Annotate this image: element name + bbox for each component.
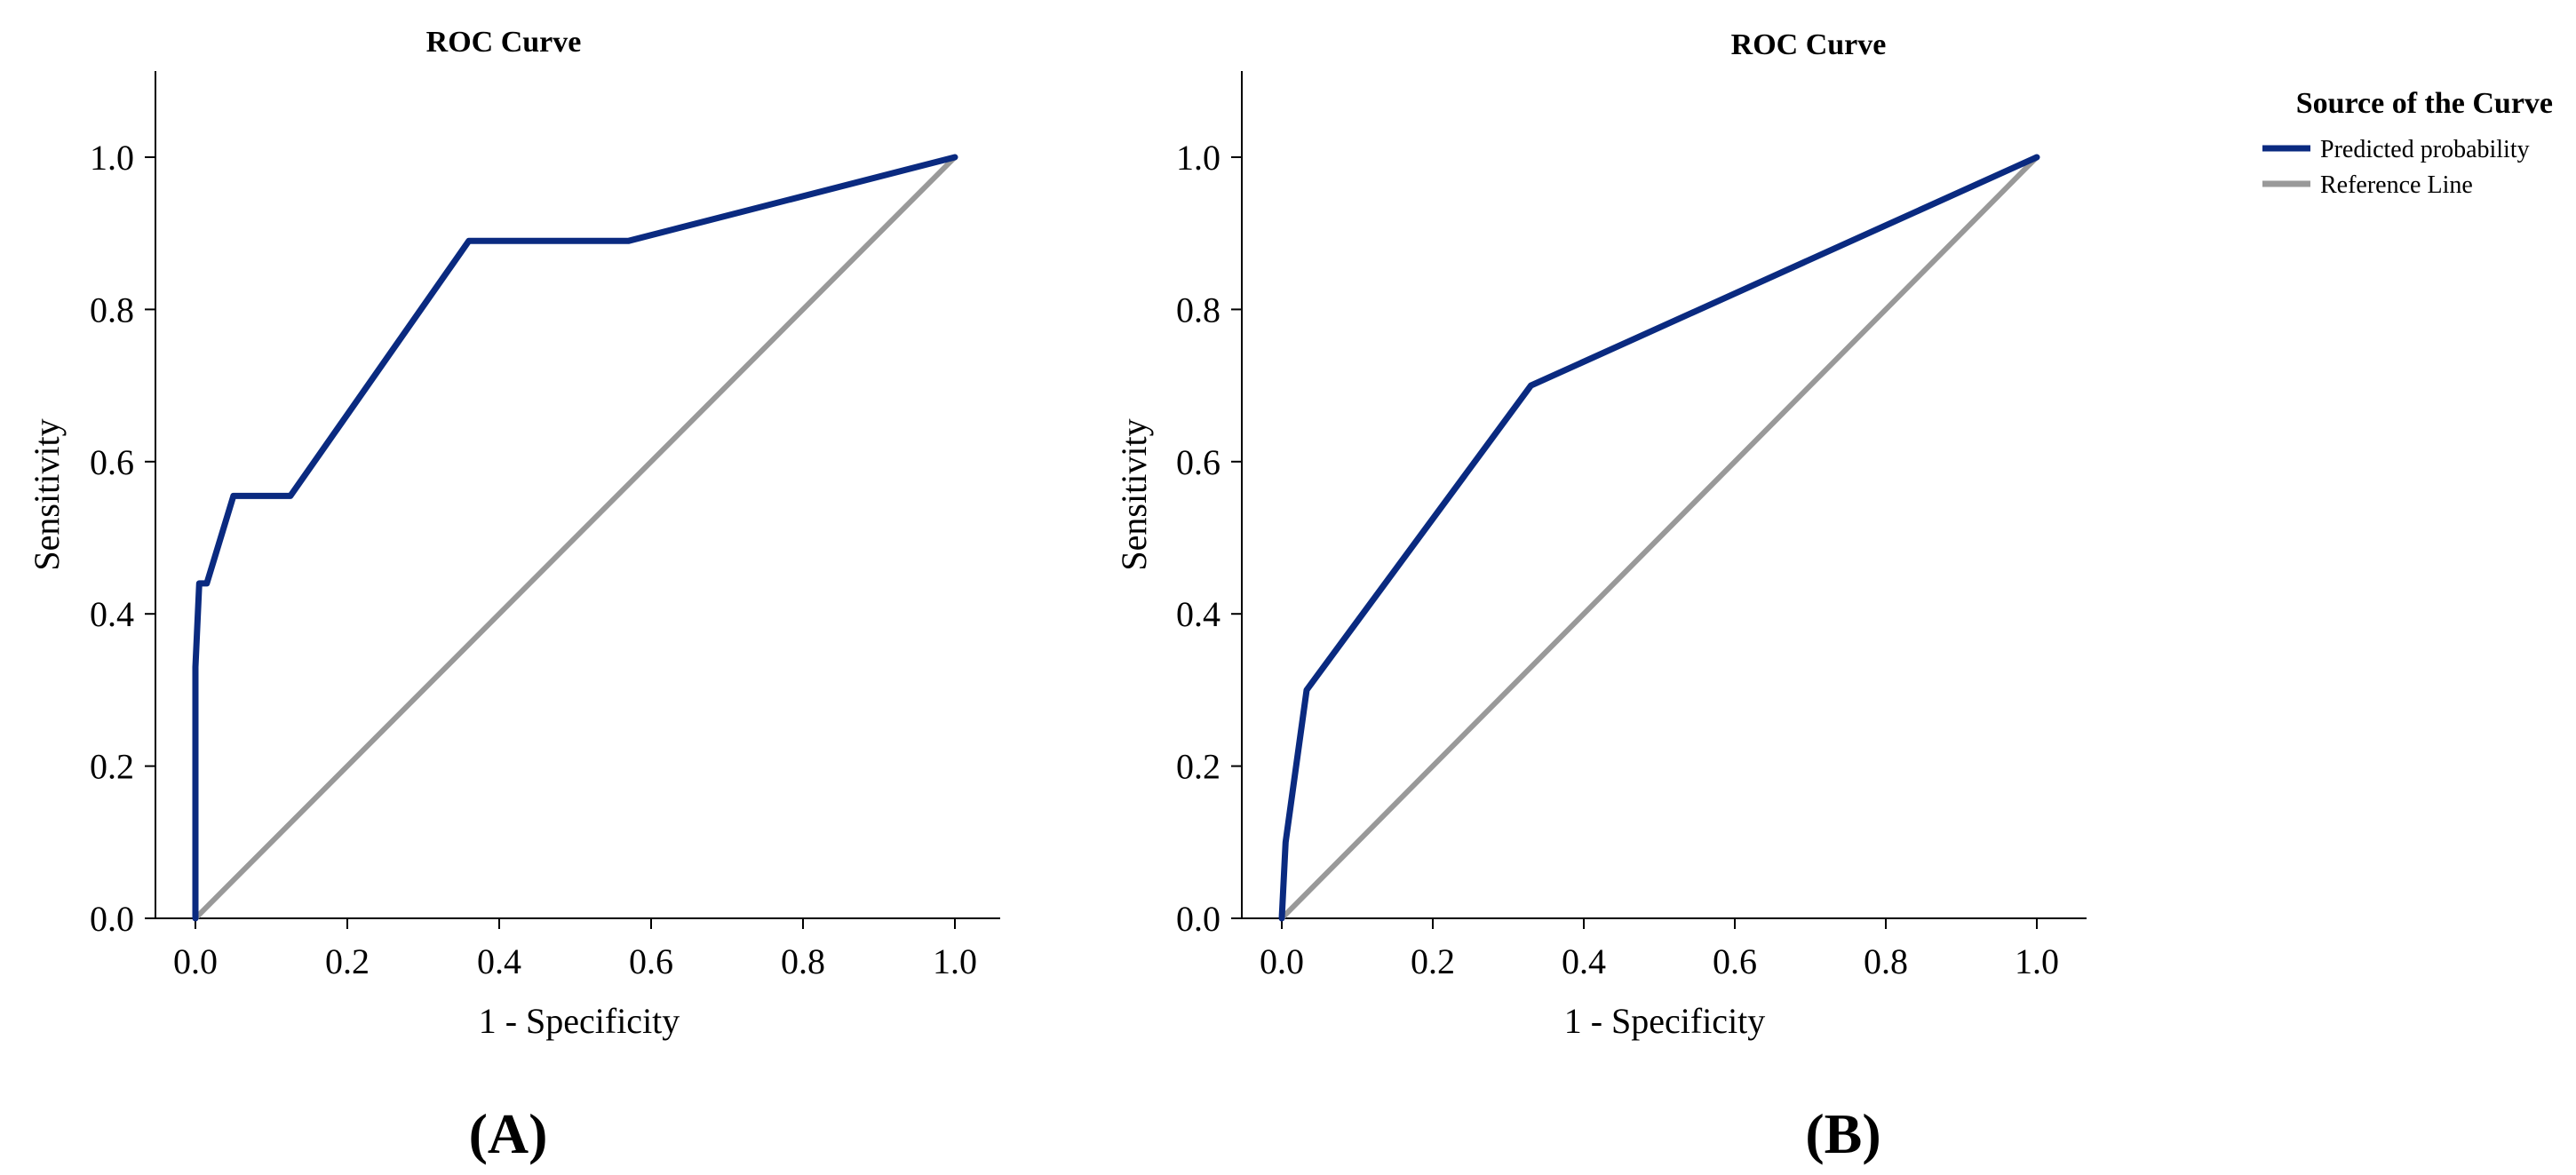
x-tick-label-a: 0.4 [477, 941, 521, 981]
y-tick-label-b: 0.8 [1176, 290, 1220, 329]
y-tick-label-a: 1.0 [90, 138, 134, 178]
panel-b: ROC Curve 0.0 0.2 0.4 0.6 0.8 1.0 0.0 0.2 0.4 0.6… [1114, 28, 2087, 1165]
panel-label-b: (B) [1805, 1102, 1880, 1165]
y-tick-label-b: 0.2 [1176, 747, 1220, 787]
panel-a: ROC Curve 0.0 0.2 0.4 0.6 0.8 1.0 0.0 0.2 0.4 0.6… [27, 26, 1000, 1165]
chart-title-a: ROC Curve [426, 26, 582, 59]
y-axis-label-a: Sensitivity [27, 418, 67, 570]
axes-b: 0.0 0.2 0.4 0.6 0.8 1.0 0.0 0.2 0.4 0.6 0.8 1.0 [1176, 71, 2087, 981]
x-tick-label-a: 0.8 [781, 941, 825, 981]
legend-label-reference: Reference Line [2320, 171, 2473, 199]
chart-title-b: ROC Curve [1731, 28, 1887, 61]
series-reference-line-b [1279, 155, 2039, 921]
series-reference-line-a [193, 155, 958, 921]
x-tick-label-b: 0.8 [1864, 941, 1908, 981]
legend: Source of the Curve Predicted probabilit… [2262, 87, 2553, 199]
x-tick-label-a: 1.0 [933, 941, 977, 981]
series-layer-a [192, 154, 958, 922]
series-layer-b [1278, 154, 2040, 922]
axes-a: 0.0 0.2 0.4 0.6 0.8 1.0 0.0 0.2 0.4 0.6 0.8 1.0 [90, 71, 1000, 981]
y-tick-label-a: 0.6 [90, 442, 134, 482]
y-tick-label-b: 1.0 [1176, 138, 1220, 178]
y-axis-label-b: Sensitivity [1114, 418, 1154, 570]
x-axis-label-a: 1 - Specificity [479, 1001, 680, 1041]
x-axis-label-b: 1 - Specificity [1564, 1001, 1766, 1041]
x-tick-label-a: 0.6 [629, 941, 673, 981]
x-tick-label-a: 0.0 [173, 941, 218, 981]
series-predicted-line-b [1278, 154, 2040, 922]
x-tick-label-b: 0.2 [1411, 941, 1455, 981]
y-tick-label-a: 0.2 [90, 747, 134, 787]
legend-label-predicted: Predicted probability [2320, 136, 2530, 163]
y-tick-label-a: 0.0 [90, 899, 134, 939]
series-predicted-line-a [192, 154, 958, 922]
x-tick-label-b: 0.6 [1713, 941, 1757, 981]
y-tick-label-b: 0.6 [1176, 442, 1220, 482]
x-tick-label-b: 0.4 [1562, 941, 1606, 981]
legend-title: Source of the Curve [2296, 87, 2553, 120]
x-tick-label-b: 0.0 [1260, 941, 1304, 981]
x-tick-label-a: 0.2 [325, 941, 370, 981]
y-tick-label-b: 0.0 [1176, 899, 1220, 939]
panel-label-a: (A) [469, 1102, 548, 1165]
y-tick-label-b: 0.4 [1176, 594, 1220, 634]
x-tick-label-b: 1.0 [2015, 941, 2059, 981]
y-tick-label-a: 0.4 [90, 594, 134, 634]
y-tick-label-a: 0.8 [90, 290, 134, 329]
